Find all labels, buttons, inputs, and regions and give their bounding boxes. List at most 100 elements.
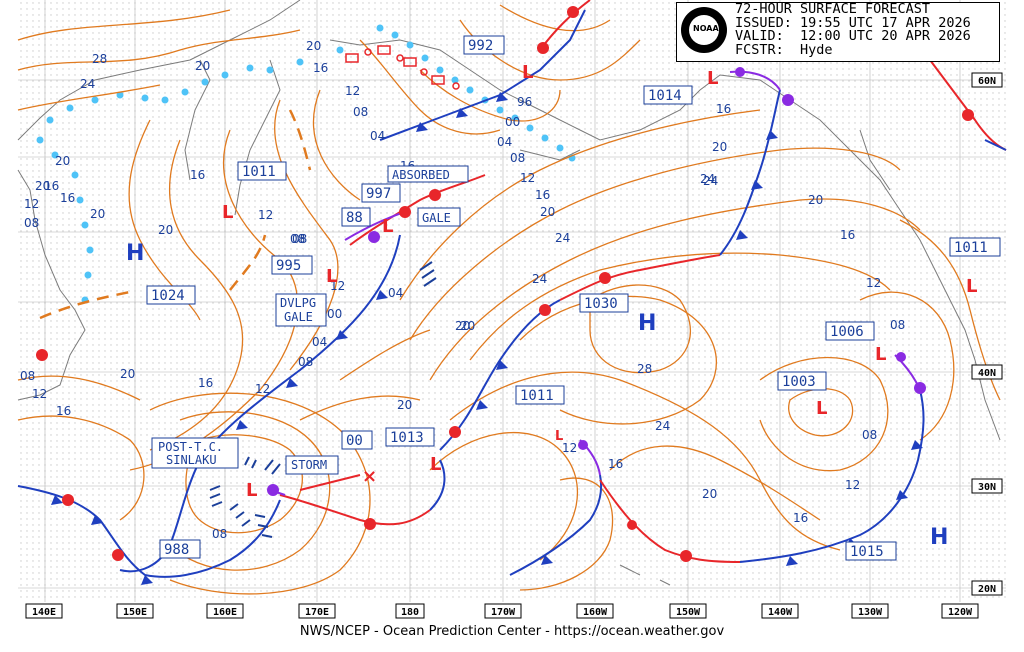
isobar-label: 04 bbox=[388, 286, 403, 300]
lat-label: 40N bbox=[978, 368, 996, 379]
coastlines bbox=[17, 0, 1001, 586]
isobar-label: 00 bbox=[505, 115, 520, 129]
pressure-label: 992 bbox=[468, 38, 493, 54]
isobar-label: 12 bbox=[866, 276, 881, 290]
low-pressure-symbol: L bbox=[326, 266, 337, 287]
isobar-label: 28 bbox=[637, 362, 652, 376]
low-pressure-symbol: L bbox=[222, 202, 233, 223]
pressure-label: 1006 bbox=[830, 324, 864, 340]
isobar-label: 12 bbox=[32, 387, 47, 401]
isobar-label: 08 bbox=[212, 527, 227, 541]
lon-label: 130W bbox=[858, 607, 883, 618]
post-tc-label: POST-T.C. bbox=[158, 440, 223, 454]
isobar-label: 16 bbox=[608, 457, 623, 471]
pressure-centers: H H H L L L L L L L L L L L × bbox=[126, 62, 977, 550]
isobar-label: 12 bbox=[330, 279, 345, 293]
ice-gale-markers bbox=[345, 45, 460, 90]
pressure-label: 1011 bbox=[954, 240, 988, 256]
isobar-label: 16 bbox=[60, 191, 75, 205]
isobar-label: 20 bbox=[35, 179, 50, 193]
pressure-label: 1011 bbox=[242, 164, 276, 180]
lat-label: 30N bbox=[978, 482, 996, 493]
isobar-label: 20 bbox=[712, 140, 727, 154]
low-pressure-symbol: L bbox=[875, 344, 886, 365]
low-pressure-symbol: L bbox=[430, 454, 441, 475]
isobar-label: 20 bbox=[540, 205, 555, 219]
isobar-label: 08 bbox=[510, 151, 525, 165]
isobar-label: 20 bbox=[455, 319, 470, 333]
isobar-label: 08 bbox=[24, 216, 39, 230]
warning-annotations: ABSORBED GALE DVLPG GALE POST-T.C. SINLA… bbox=[151, 165, 469, 475]
lon-label: 160W bbox=[583, 607, 608, 618]
isobar-label: 20 bbox=[460, 319, 475, 333]
isobar-label: 16 bbox=[198, 376, 213, 390]
high-pressure-symbol: H bbox=[930, 525, 948, 550]
pressure-label: 1030 bbox=[584, 296, 618, 312]
low-pressure-symbol: L bbox=[522, 62, 533, 83]
isobar-label: 08 bbox=[292, 232, 307, 246]
isobar-label: 08 bbox=[890, 318, 905, 332]
isobar-label: 12 bbox=[255, 382, 270, 396]
front-symbols bbox=[36, 6, 974, 585]
storm-name-label: SINLAKU bbox=[166, 453, 217, 467]
isobar-label: 16 bbox=[535, 188, 550, 202]
isobar-label: 24 bbox=[532, 272, 547, 286]
isobar-label: 24 bbox=[555, 231, 570, 245]
pressure-label: 1013 bbox=[390, 430, 424, 446]
ice-edge bbox=[36, 24, 576, 304]
pressure-label: 1011 bbox=[520, 388, 554, 404]
pressure-label: 1014 bbox=[648, 88, 682, 104]
isobar-label: 16 bbox=[190, 168, 205, 182]
storm-wind-barbs bbox=[209, 261, 437, 538]
low-pressure-symbol: L bbox=[816, 398, 827, 419]
developing-label: DVLPG bbox=[280, 296, 316, 310]
isobar-label: 04 bbox=[312, 335, 327, 349]
isobar-label: 16 bbox=[716, 102, 731, 116]
gale-label: GALE bbox=[422, 211, 451, 225]
lon-label: 140W bbox=[768, 607, 793, 618]
isobar-label: 20 bbox=[158, 223, 173, 237]
pressure-label: 995 bbox=[276, 258, 301, 274]
low-pressure-symbol: L bbox=[555, 429, 563, 444]
isobar-label: 04 bbox=[497, 135, 512, 149]
isobar-label: 08 bbox=[353, 105, 368, 119]
longitude-axis: 140E 150E 160E 170E 180 170W 160W 150W 1… bbox=[25, 603, 979, 619]
lon-label: 170E bbox=[305, 607, 329, 618]
pressure-label: 988 bbox=[164, 542, 189, 558]
forecaster: FCSTR: Hyde bbox=[735, 41, 833, 58]
lon-label: 160E bbox=[213, 607, 237, 618]
gale-label: GALE bbox=[284, 310, 313, 324]
footer-credit: NWS/NCEP - Ocean Prediction Center - htt… bbox=[299, 624, 725, 639]
isobar-labels: 28 24 20 20 16 12 08 04 96 00 04 08 12 1… bbox=[20, 39, 905, 541]
isobar-label: 20 bbox=[808, 193, 823, 207]
isobar-label: 08 bbox=[20, 369, 35, 383]
isobar-label: 20 bbox=[120, 367, 135, 381]
isobar-label: 16 bbox=[44, 179, 59, 193]
pressure-label: 997 bbox=[366, 186, 391, 202]
isobar-label: 12 bbox=[845, 478, 860, 492]
lon-label: 170W bbox=[491, 607, 516, 618]
lat-label: 20N bbox=[978, 584, 996, 595]
isobar-label: 24 bbox=[700, 172, 715, 186]
isobar-label: 12 bbox=[520, 171, 535, 185]
storm-label: STORM bbox=[291, 458, 327, 472]
isobar-label: 12 bbox=[562, 441, 577, 455]
isobar-label: 20 bbox=[90, 207, 105, 221]
pressure-label: 1015 bbox=[850, 544, 884, 560]
isobar-label: 12 bbox=[24, 197, 39, 211]
lon-label: 120W bbox=[948, 607, 973, 618]
isobar-label: 08 bbox=[298, 355, 313, 369]
isobar-label: 20 bbox=[702, 487, 717, 501]
isobar-label: 16 bbox=[56, 404, 71, 418]
low-pressure-symbol: L bbox=[966, 276, 977, 297]
header-text: 72-HOUR SURFACE FORECAST ISSUED: 19:55 UT… bbox=[735, 2, 971, 58]
pressure-center-labels: 992 1014 1011 997 88 995 1024 1030 1006 … bbox=[146, 35, 1001, 561]
pressure-label: 1003 bbox=[782, 374, 816, 390]
low-pressure-symbol: L bbox=[246, 480, 257, 501]
isobar-label: 16 bbox=[840, 228, 855, 242]
high-pressure-symbol: H bbox=[126, 241, 144, 266]
isobar-label: 04 bbox=[370, 129, 385, 143]
lat-label: 60N bbox=[978, 76, 996, 87]
isobar-label: 12 bbox=[345, 84, 360, 98]
